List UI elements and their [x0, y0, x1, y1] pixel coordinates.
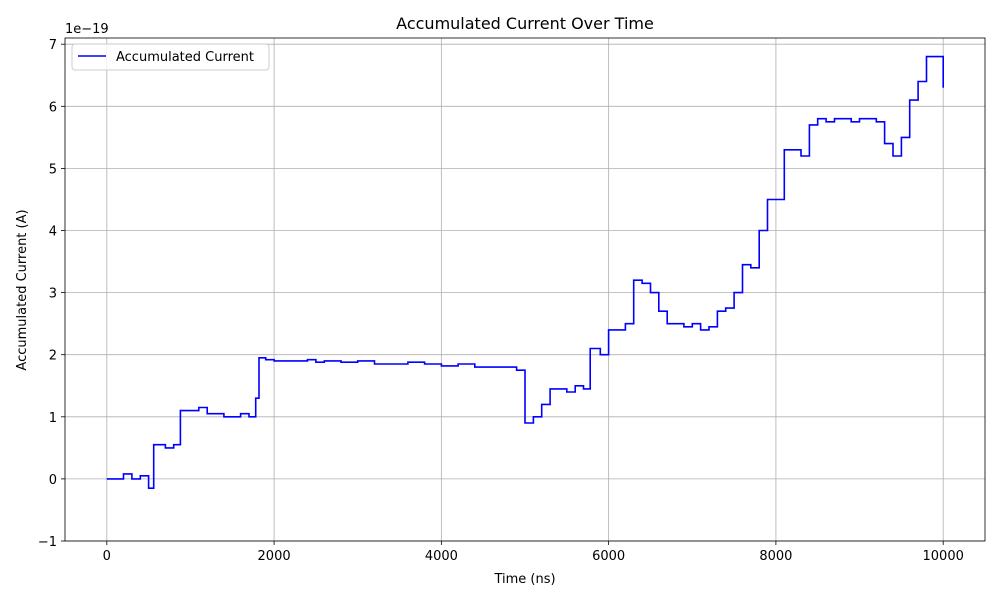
x-tick-label: 2000 [258, 549, 291, 564]
y-tick-label: −1 [38, 535, 57, 550]
x-tick-label: 8000 [759, 549, 792, 564]
y-tick-label: 6 [49, 100, 57, 115]
y-tick-label: 1 [49, 411, 57, 426]
x-tick-label: 4000 [425, 549, 458, 564]
x-tick-label: 0 [103, 549, 111, 564]
x-tick-label: 6000 [592, 549, 625, 564]
y-axis-label: Accumulated Current (A) [15, 209, 30, 370]
y-axis: −1 0 1 2 3 4 5 6 7 [38, 38, 65, 550]
y-tick-label: 7 [49, 38, 57, 53]
grid [65, 38, 985, 542]
legend: Accumulated Current [71, 43, 270, 71]
y-tick-label: 5 [49, 162, 57, 177]
x-axis: 0 2000 4000 6000 8000 10000 [103, 541, 964, 564]
y-tick-label: 2 [49, 349, 57, 364]
legend-label: Accumulated Current [116, 50, 254, 65]
series-line-accumulated-current [106, 55, 945, 490]
y-tick-label: 0 [49, 473, 57, 488]
chart-title: Accumulated Current Over Time [396, 14, 654, 33]
plot-frame [64, 37, 986, 542]
y-tick-label: 3 [49, 287, 57, 302]
legend-box [71, 43, 270, 71]
x-axis-label: Time (ns) [493, 572, 555, 587]
y-offset-text: 1e−19 [65, 22, 109, 37]
x-tick-label: 10000 [923, 549, 964, 564]
y-tick-label: 4 [49, 225, 57, 240]
